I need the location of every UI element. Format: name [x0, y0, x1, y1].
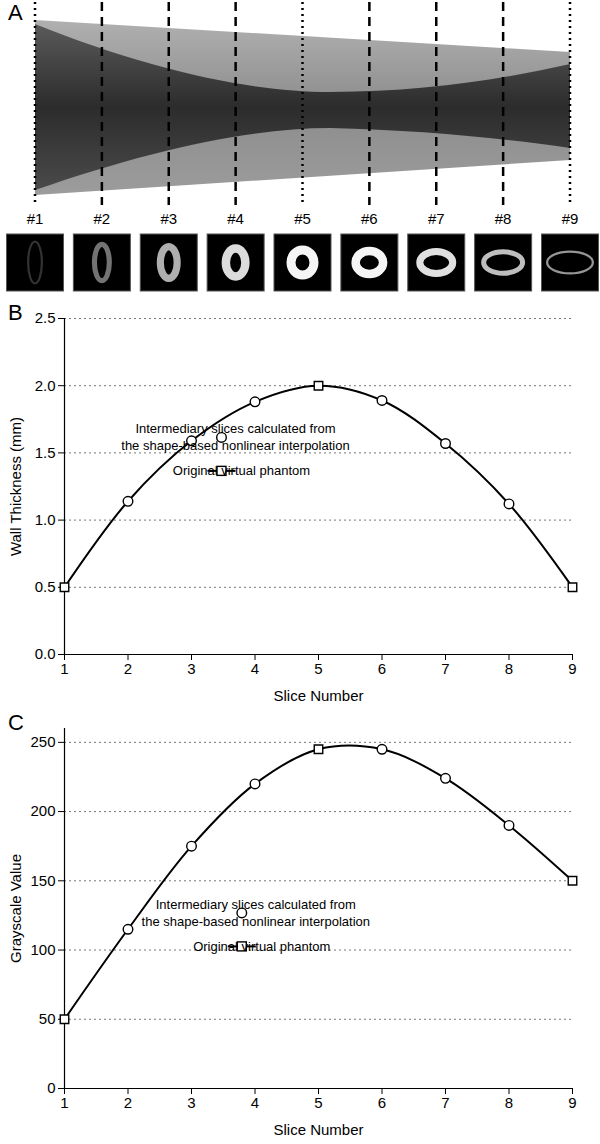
svg-text:Slice Number: Slice Number: [273, 687, 363, 704]
html-text:B: B: [8, 300, 23, 325]
html-text:C: C: [8, 710, 24, 735]
svg-text:0: 0: [47, 1079, 55, 1096]
svg-text:50: 50: [39, 1010, 56, 1027]
svg-text:#1: #1: [27, 210, 44, 227]
svg-text:4: 4: [251, 660, 259, 677]
svg-text:6: 6: [378, 660, 386, 677]
svg-text:Original virtual phantom: Original virtual phantom: [193, 939, 330, 954]
svg-text:Intermediary slices calculated: Intermediary slices calculated from: [135, 421, 335, 436]
svg-text:200: 200: [30, 802, 55, 819]
svg-text:1.0: 1.0: [35, 511, 56, 528]
svg-text:#2: #2: [94, 210, 111, 227]
svg-text:the shape-based nonlinear inte: the shape-based nonlinear interpolation: [121, 438, 349, 453]
svg-text:2.5: 2.5: [35, 309, 56, 326]
svg-text:Intermediary slices calculated: Intermediary slices calculated from: [156, 897, 356, 912]
svg-text:Wall Thickness (mm): Wall Thickness (mm): [7, 417, 24, 556]
svg-text:0.0: 0.0: [35, 645, 56, 662]
svg-text:4: 4: [251, 1094, 259, 1111]
svg-text:the shape-based nonlinear inte: the shape-based nonlinear interpolation: [142, 914, 370, 929]
svg-text:250: 250: [30, 733, 55, 750]
svg-text:#5: #5: [294, 210, 311, 227]
svg-text:6: 6: [378, 1094, 386, 1111]
svg-text:8: 8: [505, 1094, 513, 1111]
svg-text:#9: #9: [562, 210, 579, 227]
svg-text:9: 9: [568, 1094, 576, 1111]
svg-text:#6: #6: [361, 210, 378, 227]
svg-text:#4: #4: [227, 210, 244, 227]
svg-text:7: 7: [441, 660, 449, 677]
svg-text:Grayscale Value: Grayscale Value: [7, 854, 24, 963]
svg-text:100: 100: [30, 941, 55, 958]
svg-text:Slice Number: Slice Number: [273, 1121, 363, 1138]
svg-text:2: 2: [124, 1094, 132, 1111]
svg-text:0.5: 0.5: [35, 578, 56, 595]
svg-text:7: 7: [441, 1094, 449, 1111]
svg-text:1.5: 1.5: [35, 444, 56, 461]
svg-text:#8: #8: [495, 210, 512, 227]
svg-text:150: 150: [30, 872, 55, 889]
svg-text:3: 3: [187, 1094, 195, 1111]
svg-text:5: 5: [314, 660, 322, 677]
svg-text:8: 8: [505, 660, 513, 677]
svg-text:1: 1: [60, 660, 68, 677]
svg-text:5: 5: [314, 1094, 322, 1111]
html-text:A: A: [8, 0, 23, 25]
svg-text:2.0: 2.0: [35, 377, 56, 394]
svg-text:1: 1: [60, 1094, 68, 1111]
svg-text:Original virtual phantom: Original virtual phantom: [173, 463, 310, 478]
svg-text:#7: #7: [428, 210, 445, 227]
svg-text:#3: #3: [160, 210, 177, 227]
svg-text:9: 9: [568, 660, 576, 677]
svg-text:2: 2: [124, 660, 132, 677]
svg-text:3: 3: [187, 660, 195, 677]
